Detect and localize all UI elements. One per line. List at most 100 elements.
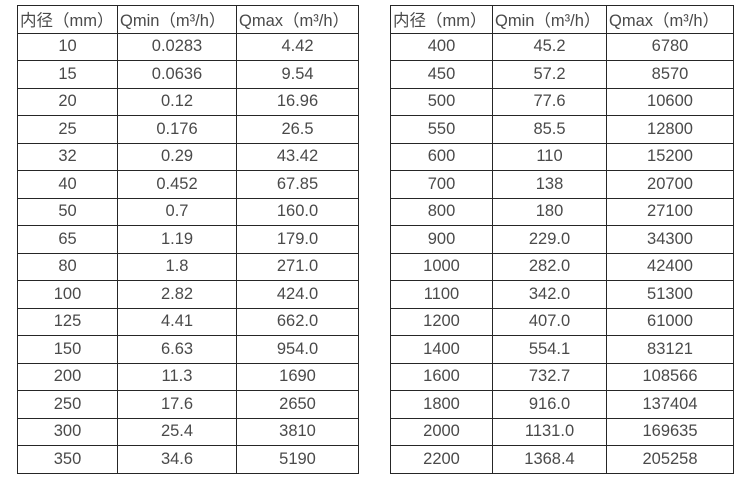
table-row: 400 45.2 6780 [390,32,734,61]
table-cell: 1800 [390,390,493,419]
flow-rate-table-large-diameters: 内径（mm） Qmin（m³/h） Qmax（m³/h） 400 45.2 6780… [390,5,734,474]
table-cell: 27100 [606,197,734,226]
table-cell: 229.0 [492,225,607,254]
table-row: 450 57.2 8570 [390,60,734,89]
column-header-inner-diameter: 内径（mm） [17,5,118,34]
table-row: 350 34.6 5190 [17,445,359,474]
table-cell: 65 [17,225,118,254]
table-cell: 83121 [606,335,734,364]
table-row: 50 0.7 160.0 [17,197,359,226]
table-row: 125 4.41 662.0 [17,307,359,336]
column-header-qmax: Qmax（m³/h） [606,5,734,34]
table-cell: 5190 [236,445,359,474]
table-cell: 77.6 [492,87,607,116]
table-cell: 57.2 [492,60,607,89]
table-cell: 700 [390,170,493,199]
flow-rate-table-small-diameters: 内径（mm） Qmin（m³/h） Qmax（m³/h） 10 0.0283 4.4… [17,5,359,474]
table-cell: 0.29 [117,142,237,171]
table-cell: 180 [492,197,607,226]
table-row: 900 229.0 34300 [390,225,734,254]
table-cell: 350 [17,445,118,474]
table-cell: 4.42 [236,32,359,61]
table-cell: 42400 [606,252,734,281]
table-cell: 0.176 [117,115,237,144]
table-cell: 300 [17,417,118,446]
table-cell: 51300 [606,280,734,309]
table-cell: 1.19 [117,225,237,254]
table-cell: 2200 [390,445,493,474]
table-cell: 17.6 [117,390,237,419]
table-row: 250 17.6 2650 [17,390,359,419]
table-cell: 25 [17,115,118,144]
table-row: 2200 1368.4 205258 [390,445,734,474]
table-cell: 80 [17,252,118,281]
table-header-row: 内径（mm） Qmin（m³/h） Qmax（m³/h） [17,5,359,34]
table-cell: 125 [17,307,118,336]
table-cell: 34300 [606,225,734,254]
table-row: 15 0.0636 9.54 [17,60,359,89]
table-header-row: 内径（mm） Qmin（m³/h） Qmax（m³/h） [390,5,734,34]
table-row: 500 77.6 10600 [390,87,734,116]
table-cell: 6.63 [117,335,237,364]
table-cell: 169635 [606,417,734,446]
table-cell: 342.0 [492,280,607,309]
table-cell: 34.6 [117,445,237,474]
table-cell: 160.0 [236,197,359,226]
table-row: 10 0.0283 4.42 [17,32,359,61]
table-cell: 1100 [390,280,493,309]
table-cell: 67.85 [236,170,359,199]
table-cell: 15 [17,60,118,89]
column-header-inner-diameter: 内径（mm） [390,5,493,34]
table-cell: 1400 [390,335,493,364]
table-cell: 400 [390,32,493,61]
table-row: 32 0.29 43.42 [17,142,359,171]
table-cell: 9.54 [236,60,359,89]
column-header-qmin: Qmin（m³/h） [117,5,237,34]
column-header-qmax: Qmax（m³/h） [236,5,359,34]
table-cell: 732.7 [492,362,607,391]
table-cell: 0.7 [117,197,237,226]
table-row: 40 0.452 67.85 [17,170,359,199]
table-cell: 2000 [390,417,493,446]
table-cell: 1200 [390,307,493,336]
table-cell: 108566 [606,362,734,391]
table-cell: 100 [17,280,118,309]
table-body: 400 45.2 6780 450 57.2 8570 500 77.6 10600 550 85.… [390,32,734,474]
table-row: 25 0.176 26.5 [17,115,359,144]
table-cell: 2650 [236,390,359,419]
table-cell: 3810 [236,417,359,446]
table-row: 1000 282.0 42400 [390,252,734,281]
table-cell: 11.3 [117,362,237,391]
table-cell: 45.2 [492,32,607,61]
table-cell: 800 [390,197,493,226]
table-row: 300 25.4 3810 [17,417,359,446]
table-cell: 138 [492,170,607,199]
table-cell: 0.0636 [117,60,237,89]
table-cell: 12800 [606,115,734,144]
table-cell: 8570 [606,60,734,89]
table-cell: 25.4 [117,417,237,446]
table-row: 1200 407.0 61000 [390,307,734,336]
table-row: 200 11.3 1690 [17,362,359,391]
table-cell: 20 [17,87,118,116]
table-row: 1600 732.7 108566 [390,362,734,391]
table-row: 550 85.5 12800 [390,115,734,144]
table-cell: 205258 [606,445,734,474]
table-cell: 554.1 [492,335,607,364]
table-cell: 1.8 [117,252,237,281]
table-row: 100 2.82 424.0 [17,280,359,309]
table-cell: 271.0 [236,252,359,281]
table-cell: 407.0 [492,307,607,336]
table-row: 65 1.19 179.0 [17,225,359,254]
table-cell: 2.82 [117,280,237,309]
table-cell: 1690 [236,362,359,391]
table-cell: 500 [390,87,493,116]
table-cell: 916.0 [492,390,607,419]
table-cell: 250 [17,390,118,419]
table-cell: 43.42 [236,142,359,171]
table-cell: 20700 [606,170,734,199]
table-cell: 200 [17,362,118,391]
table-cell: 1600 [390,362,493,391]
table-body: 10 0.0283 4.42 15 0.0636 9.54 20 0.12 16.96 25 0.1… [17,32,359,474]
table-cell: 6780 [606,32,734,61]
